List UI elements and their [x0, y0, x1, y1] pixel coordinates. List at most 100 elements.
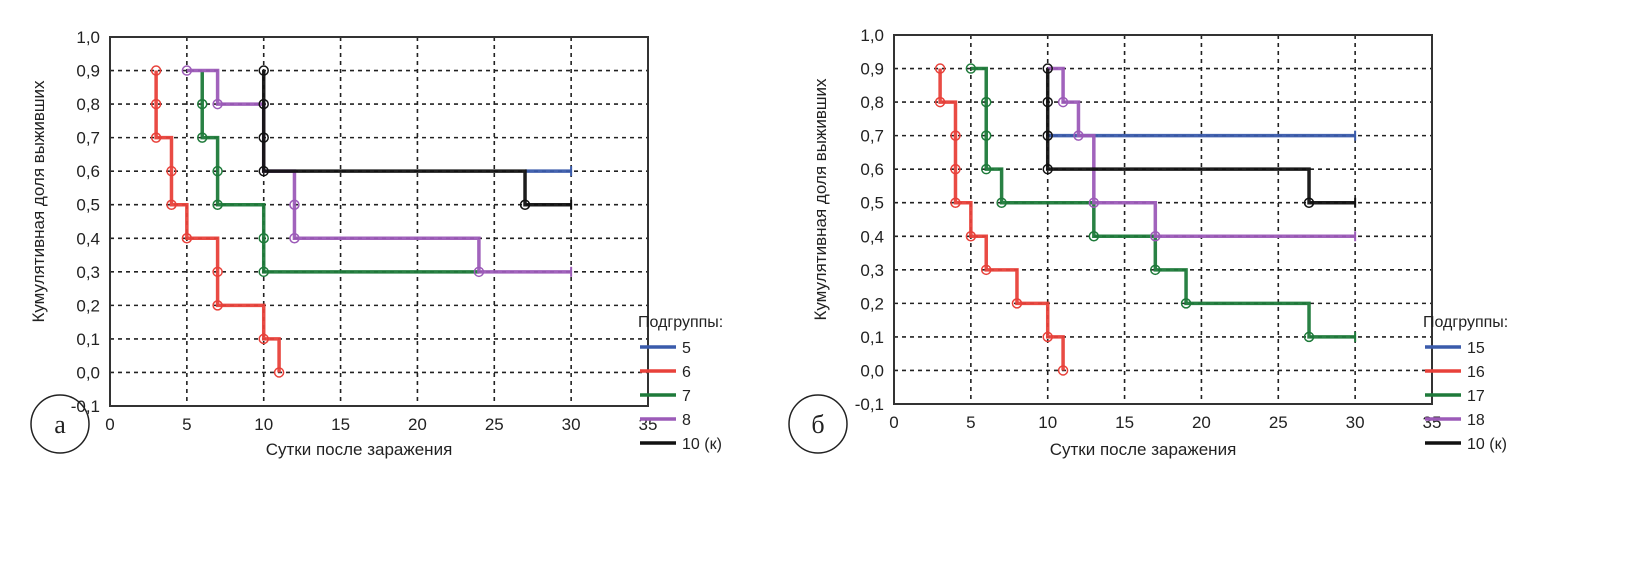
data-point	[150, 98, 162, 110]
x-tick-label: 30	[1346, 413, 1365, 432]
x-tick-label: 25	[485, 415, 504, 434]
data-point	[980, 264, 992, 276]
series-10-(к)	[1042, 63, 1357, 208]
y-tick-label: 0,8	[76, 95, 100, 114]
y-tick-label: 0,6	[860, 160, 884, 179]
data-point	[1088, 197, 1100, 208]
data-point	[1042, 63, 1053, 74]
data-point	[1088, 231, 1100, 242]
data-point	[965, 63, 977, 74]
data-point	[1303, 197, 1315, 208]
data-point	[212, 165, 223, 177]
y-tick-label: 0,5	[76, 196, 100, 215]
y-tick-label: 0,2	[76, 296, 100, 315]
data-point	[519, 199, 531, 210]
data-point	[1011, 298, 1023, 309]
x-tick-label: 5	[966, 413, 975, 432]
data-point	[1303, 331, 1315, 343]
x-axis-label: Сутки после заражения	[1050, 440, 1237, 459]
plot-frame	[893, 34, 1433, 405]
y-tick-label: 1,0	[860, 26, 884, 45]
y-tick-label: 0,1	[860, 328, 884, 347]
data-point	[289, 199, 300, 210]
data-point	[166, 165, 177, 177]
data-point	[950, 163, 961, 175]
data-point	[1150, 231, 1161, 242]
y-tick-label: 0,0	[860, 361, 884, 380]
series-16	[934, 63, 1069, 376]
data-point	[258, 233, 269, 244]
legend-item-label: 8	[682, 412, 691, 429]
legend: Подгруппы: 15 16 17 18 10 (к)	[1423, 314, 1508, 453]
x-tick-label: 10	[1038, 413, 1057, 432]
series-line	[200, 70, 479, 274]
legend-item-label: 7	[682, 388, 691, 405]
data-point	[258, 165, 269, 177]
x-tick-label: 5	[182, 415, 191, 434]
y-tick-label: 0,8	[860, 93, 884, 112]
data-point	[980, 96, 992, 108]
data-point	[166, 199, 177, 210]
series-line	[1045, 68, 1356, 205]
data-point	[980, 163, 992, 175]
series-17	[965, 63, 1357, 343]
data-point	[950, 197, 961, 208]
series-10-(к)	[258, 65, 573, 210]
series-line	[261, 70, 572, 207]
data-point	[1180, 298, 1192, 309]
series-5	[525, 166, 573, 177]
y-axis-label: Кумулятивная доля выживших	[811, 78, 830, 321]
y-tick-label: 0,9	[76, 62, 100, 81]
data-point	[1073, 130, 1084, 141]
data-point	[1042, 130, 1053, 141]
data-point	[473, 266, 485, 278]
y-tick-label: 0,5	[860, 194, 884, 213]
y-tick-label: 0,0	[76, 363, 100, 382]
x-tick-label: 25	[1269, 413, 1288, 432]
x-tick-label: 20	[1192, 413, 1211, 432]
data-point	[212, 199, 223, 210]
panel-label: а	[54, 410, 66, 439]
x-tick-label: 15	[1115, 413, 1134, 432]
legend-item-label: 10 (к)	[1467, 436, 1507, 453]
data-point	[1042, 96, 1053, 108]
series-line	[154, 70, 281, 373]
series-15	[1047, 130, 1357, 141]
y-axis-label: Кумулятивная доля выживших	[29, 80, 48, 323]
legend-item-label: 15	[1467, 340, 1485, 357]
legend-item-label: 6	[682, 364, 691, 381]
chart-panel-б: 1,0 0,9 0,8 0,7 0,6 0,5 0,4 0,3 0,2 0,1 0,0 -0,1 0 5 1…	[788, 26, 1508, 459]
series-line	[970, 66, 1356, 339]
data-point	[196, 132, 208, 143]
y-tick-label: 0,6	[76, 162, 100, 181]
data-point	[996, 197, 1007, 208]
plot-frame	[109, 36, 649, 407]
data-point	[1042, 331, 1053, 343]
data-point	[258, 333, 269, 345]
panel-label: б	[811, 410, 824, 439]
data-point	[212, 98, 223, 110]
data-point	[258, 132, 269, 143]
data-point	[934, 63, 946, 74]
data-point	[181, 233, 193, 244]
x-tick-label: 0	[889, 413, 898, 432]
data-point	[934, 96, 946, 108]
y-tick-label: 0,9	[860, 60, 884, 79]
data-point	[196, 98, 208, 110]
y-tick-label: 0,7	[860, 127, 884, 146]
data-point	[965, 231, 977, 242]
legend: Подгруппы: 5 6 7 8 10 (к)	[638, 314, 723, 453]
series-6	[150, 65, 285, 378]
y-tick-label: 0,1	[76, 330, 100, 349]
y-tick-label: 1,0	[76, 28, 100, 47]
legend-item-label: 17	[1467, 388, 1485, 405]
x-axis-label: Сутки после заражения	[266, 440, 453, 459]
y-tick-label: 0,4	[860, 227, 884, 246]
data-point	[181, 65, 193, 76]
series-18	[1047, 66, 1357, 242]
data-point	[150, 65, 162, 76]
x-tick-label: 20	[408, 415, 427, 434]
y-tick-label: 0,3	[76, 263, 100, 282]
data-point	[980, 130, 992, 141]
